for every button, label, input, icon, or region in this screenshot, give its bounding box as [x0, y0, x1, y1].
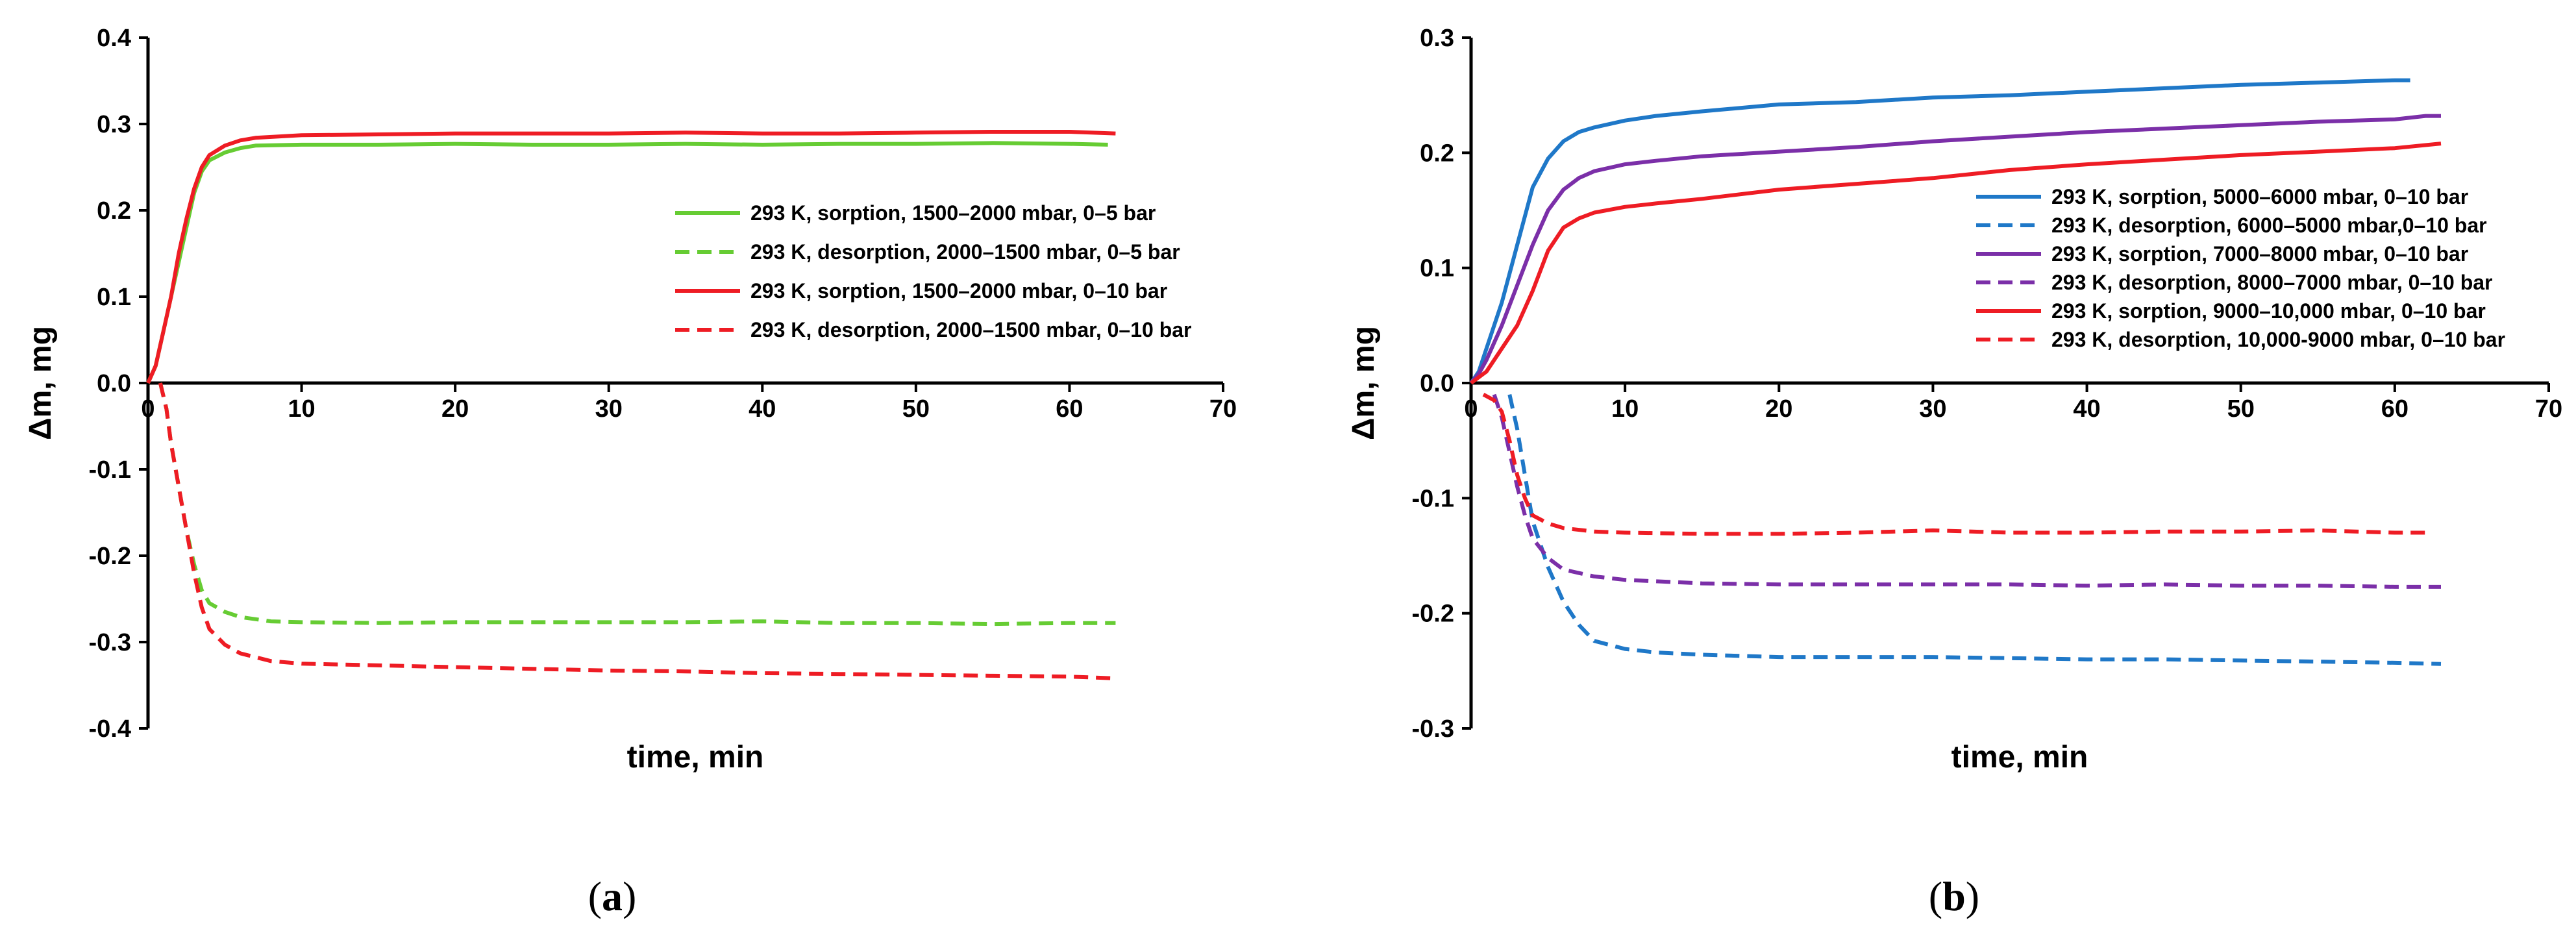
- legend-label-5: 293 K, sorption, 9000–10,000 mbar, 0–10 …: [2051, 299, 2486, 323]
- series-line-6: [1482, 393, 2426, 536]
- x-tick-label: 10: [288, 395, 315, 423]
- y-tick-label: 0.1: [97, 284, 131, 311]
- x-tick-label: 50: [2227, 395, 2255, 423]
- x-tick-label: 10: [1611, 395, 1639, 423]
- legend-label-3: 293 K, sorption, 1500–2000 mbar, 0–10 ba…: [750, 279, 1167, 303]
- y-tick-label: 0.4: [97, 25, 131, 52]
- y-tick-label: -0.3: [1412, 715, 1454, 743]
- y-tick-label: 0.0: [1420, 370, 1454, 397]
- y-tick-label: 0.3: [97, 111, 131, 138]
- legend-label-6: 293 K, desorption, 10,000-9000 mbar, 0–1…: [2051, 328, 2505, 351]
- y-tick-label: -0.2: [1412, 601, 1454, 628]
- y-tick-label: -0.2: [89, 543, 131, 570]
- x-tick-label: 20: [441, 395, 469, 423]
- x-tick-label: 50: [902, 395, 930, 423]
- x-tick-label: 0: [141, 395, 155, 423]
- legend-label-4: 293 K, desorption, 2000–1500 mbar, 0–10 …: [750, 318, 1191, 341]
- caption-paren-open: (: [588, 873, 602, 919]
- series-line-4: [158, 382, 1116, 680]
- y-tick-label: -0.1: [1412, 485, 1454, 512]
- legend-label-2: 293 K, desorption, 2000–1500 mbar, 0–5 b…: [750, 240, 1180, 264]
- caption-paren-close: ): [1966, 873, 1979, 919]
- x-tick-label: 0: [1464, 395, 1478, 423]
- x-tick-label: 30: [1919, 395, 1946, 423]
- panel-caption: (a): [588, 873, 637, 919]
- y-tick-label: 0.2: [97, 197, 131, 225]
- caption-letter: a: [602, 873, 623, 919]
- series-line-5: [1470, 142, 2442, 385]
- x-tick-label: 70: [2535, 395, 2562, 423]
- legend-label-1: 293 K, sorption, 1500–2000 mbar, 0–5 bar: [750, 201, 1156, 225]
- y-tick-label: -0.1: [89, 456, 131, 484]
- x-tick-label: 60: [2381, 395, 2409, 423]
- series-line-3: [1469, 114, 2441, 384]
- x-tick-label: 20: [1765, 395, 1792, 423]
- panel-a: 0.4 0.3 0.2 0.1 0.0 -0.1 -0.2 -0.3 -0.4 0 10 20 30 40…: [23, 25, 1237, 919]
- panel-b: 0.3 0.2 0.1 0.0 -0.1 -0.2 -0.3 0 10 20 30 40 50 60 70 t…: [1346, 25, 2562, 919]
- series-line-3: [146, 130, 1116, 384]
- legend-label-3: 293 K, sorption, 7000–8000 mbar, 0–10 ba…: [2051, 242, 2468, 266]
- y-axis-label: Δm, mg: [23, 326, 58, 440]
- series-line-2: [1507, 394, 2442, 666]
- y-tick-label: -0.4: [89, 715, 131, 743]
- x-tick-label: 40: [749, 395, 776, 423]
- y-tick-label: 0.3: [1420, 25, 1454, 52]
- series-line-4: [1492, 393, 2441, 589]
- y-tick-label: -0.3: [89, 629, 131, 656]
- x-tick-label: 60: [1056, 395, 1083, 423]
- y-tick-label: 0.0: [97, 370, 131, 397]
- series-line-1: [1469, 78, 2410, 384]
- panel-caption: (b): [1929, 873, 1979, 919]
- y-tick-label: 0.2: [1420, 140, 1454, 167]
- caption-letter: b: [1942, 873, 1966, 919]
- x-tick-label: 40: [2073, 395, 2100, 423]
- legend-label-2: 293 K, desorption, 6000–5000 mbar,0–10 b…: [2051, 214, 2487, 237]
- legend-label-1: 293 K, sorption, 5000–6000 mbar, 0–10 ba…: [2051, 185, 2468, 208]
- y-axis-label: Δm, mg: [1346, 326, 1381, 440]
- x-axis-label: time, min: [1951, 740, 2088, 775]
- legend-label-4: 293 K, desorption, 8000–7000 mbar, 0–10 …: [2051, 271, 2492, 294]
- caption-paren-open: (: [1929, 873, 1942, 919]
- caption-paren-close: ): [623, 873, 636, 919]
- x-axis-label: time, min: [627, 740, 764, 775]
- x-tick-label: 30: [595, 395, 623, 423]
- y-tick-label: 0.1: [1420, 255, 1454, 282]
- x-tick-label: 70: [1209, 395, 1237, 423]
